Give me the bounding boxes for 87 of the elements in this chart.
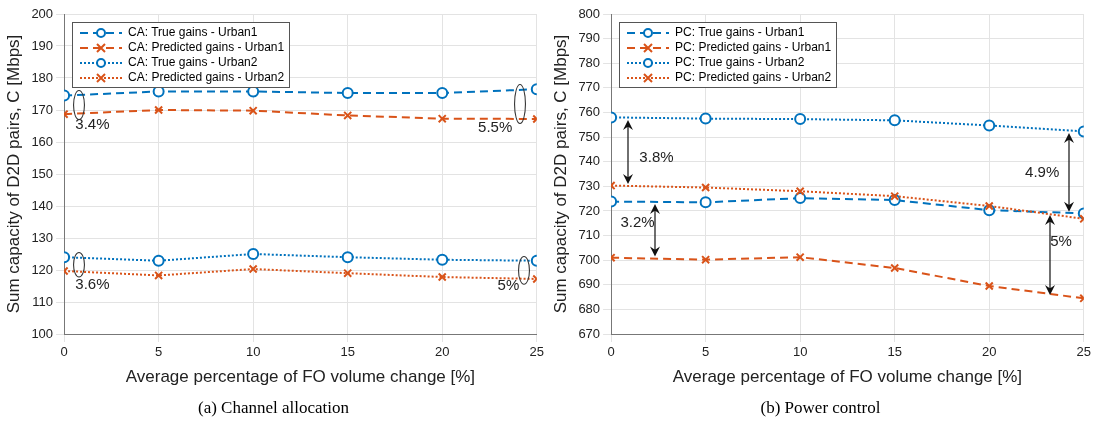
legend-label: CA: True gains - Urban1 [128, 25, 258, 40]
y-tick-label: 670 [578, 325, 601, 341]
legend-label: CA: Predicted gains - Urban1 [128, 40, 285, 55]
y-tick-label: 740 [578, 153, 601, 169]
annotation: 3.8% [639, 148, 674, 166]
y-tick-label: 770 [578, 79, 601, 95]
legend-label: PC: Predicted gains - Urban1 [675, 40, 832, 55]
y-axis-title: Sum capacity of D2D pairs, C [Mbps] [550, 34, 570, 314]
x-tick-label: 0 [60, 344, 68, 360]
point [890, 263, 900, 273]
point [247, 248, 260, 260]
annotation: 5.5% [478, 117, 513, 135]
x-tick-label: 10 [792, 344, 808, 360]
annotation: 5% [497, 276, 520, 294]
x-tick-label: 15 [887, 344, 902, 360]
y-tick-label: 800 [578, 5, 601, 21]
annotation: 3.2% [620, 213, 655, 231]
annotation: 3.6% [75, 274, 110, 292]
legend-label: PC: True gains - Urban2 [675, 55, 805, 70]
annotation: 5% [1050, 231, 1072, 249]
y-tick-label: 750 [578, 128, 601, 144]
point [983, 119, 996, 132]
y-axis-title: Sum capacity of D2D pairs, C [Mbps] [3, 34, 23, 314]
y-tick-label: 180 [31, 69, 54, 85]
point [984, 201, 994, 211]
y-tick-label: 190 [31, 37, 54, 53]
point [794, 192, 807, 205]
text: (b) Power control [759, 398, 882, 418]
point [795, 252, 805, 262]
x-tick-label: 20 [435, 344, 450, 360]
annotation: 4.9% [1025, 162, 1060, 180]
x-tick-label: 5 [155, 344, 163, 360]
legend-label: PC: True gains - Urban1 [675, 25, 805, 40]
annotation: 3.4% [75, 114, 110, 132]
y-tick-label: 700 [578, 251, 601, 267]
point [343, 110, 353, 120]
point [437, 114, 447, 124]
y-tick-label: 170 [31, 101, 54, 117]
x-tick-label: 10 [245, 344, 261, 360]
legend-label: CA: True gains - Urban2 [128, 55, 258, 70]
x-tick-label: 25 [1076, 344, 1091, 360]
legend-label: CA: Predicted gains - Urban2 [128, 70, 285, 85]
x-tick-label: 15 [340, 344, 355, 360]
y-tick-label: 150 [31, 165, 54, 181]
point [154, 270, 164, 280]
point [699, 196, 712, 209]
point [794, 113, 807, 126]
y-tick-label: 710 [578, 227, 601, 243]
text: (a) Channel allocation [196, 398, 351, 418]
point [436, 253, 449, 266]
y-tick-label: 160 [31, 133, 54, 149]
point [984, 281, 994, 291]
y-tick-label: 140 [31, 197, 54, 213]
y-tick-label: 120 [31, 261, 54, 277]
y-tick-label: 680 [578, 300, 601, 316]
x-tick-label: 25 [529, 344, 544, 360]
y-tick-label: 790 [578, 30, 601, 46]
y-tick-label: 730 [578, 177, 601, 193]
point [437, 272, 447, 282]
x-tick-label: 5 [702, 344, 710, 360]
x-axis-title: Average percentage of FO volume change [%] [672, 367, 1023, 387]
legend-label: PC: Predicted gains - Urban2 [675, 70, 832, 85]
y-tick-label: 780 [578, 54, 601, 70]
point [888, 114, 901, 127]
point [152, 254, 165, 267]
point [436, 87, 449, 100]
point [701, 183, 711, 193]
x-tick-label: 20 [982, 344, 997, 360]
point [154, 105, 164, 115]
point [795, 186, 805, 196]
point [343, 268, 353, 278]
point [248, 264, 258, 274]
y-tick-label: 720 [578, 202, 601, 218]
point [701, 255, 711, 265]
point [248, 106, 258, 116]
y-tick-label: 130 [31, 229, 54, 245]
y-tick-label: 200 [31, 5, 54, 21]
point [699, 112, 712, 125]
point [341, 251, 354, 264]
y-tick-label: 110 [32, 293, 54, 309]
y-tick-label: 100 [31, 325, 54, 341]
x-tick-label: 0 [607, 344, 615, 360]
point [890, 191, 900, 201]
y-tick-label: 760 [578, 104, 601, 120]
point [341, 87, 354, 100]
y-tick-label: 690 [578, 276, 601, 292]
x-axis-title: Average percentage of FO volume change [%] [125, 367, 476, 387]
